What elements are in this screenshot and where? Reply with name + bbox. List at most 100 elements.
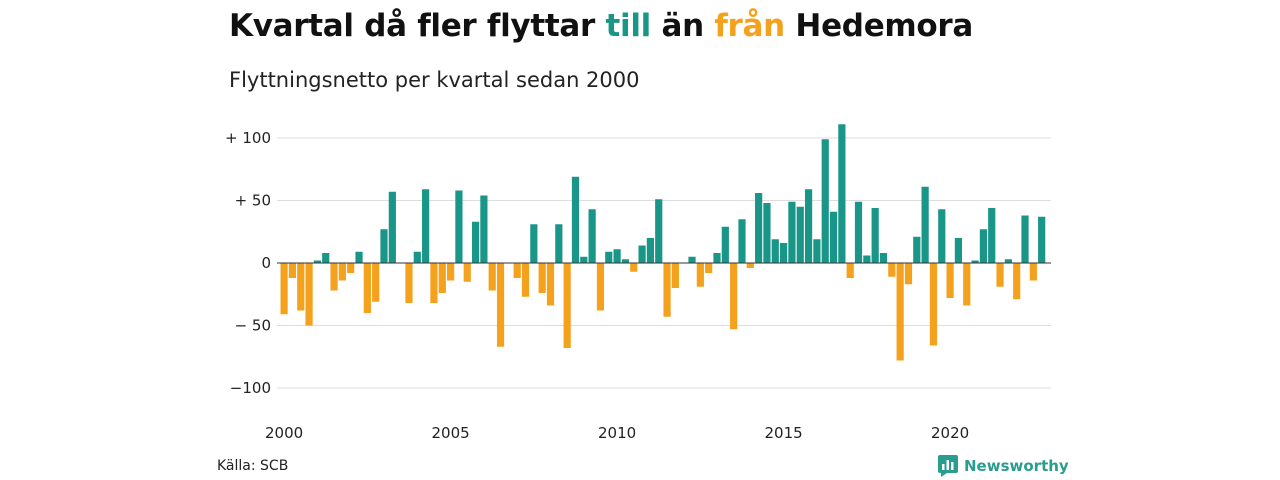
bar-negative [663,263,671,317]
bar-positive [605,251,613,263]
brand-logo[interactable]: Newsworthy [938,455,1069,477]
title-part-1: Kvartal då fler flyttar [229,8,606,44]
bar-positive [588,209,596,263]
y-tick-label: + 100 [225,129,271,147]
bar-positive [988,208,996,263]
bar-negative [563,263,571,348]
bar-negative [696,263,704,287]
bar-negative [405,263,413,303]
bar-negative [513,263,521,278]
bar-positive [813,239,821,263]
bar-positive [355,251,363,263]
bar-negative [521,263,530,297]
bar-positive [771,239,779,263]
bar-positive [863,255,871,263]
bar-negative [338,263,346,281]
bars [277,124,1051,361]
brand-name: Newsworthy [964,457,1069,475]
bar-positive [471,221,480,263]
bar-positive [1021,215,1029,263]
x-tick-label: 2010 [598,424,636,442]
bar-positive [763,203,771,263]
bar-positive [879,253,888,263]
bar-positive [804,189,813,263]
bar-negative [946,263,954,298]
title-fran-highlight: från [714,8,785,44]
bar-positive [1038,216,1046,263]
bar-positive [738,219,746,263]
bar-positive [854,201,863,263]
bar-negative [496,263,505,347]
bar-negative [288,263,297,278]
bar-negative [896,263,904,361]
bar-positive [755,193,763,263]
bar-negative [463,263,471,282]
y-tick-label: −100 [230,379,271,397]
bar-positive [571,176,580,263]
bar-negative [488,263,496,291]
bar-positive [621,259,630,263]
bar-positive [422,189,430,263]
bar-negative [929,263,938,346]
bar-positive [871,208,879,263]
bar-negative [538,263,546,293]
bar-negative [904,263,913,285]
bar-positive [413,251,421,263]
bar-negative [846,263,854,278]
bar-positive [721,226,729,263]
y-axis-labels: + 100 + 50 0 − 50 −100 [225,129,271,397]
bar-positive [821,139,829,263]
bar-positive [530,224,538,263]
bar-negative [297,263,305,311]
bar-negative [730,263,738,330]
bar-negative [330,263,338,291]
chart-subtitle: Flyttningsnetto per kvartal sedan 2000 [229,68,640,92]
bar-negative [546,263,555,306]
title-till-highlight: till [605,8,651,44]
bar-positive [971,260,979,263]
x-axis-labels: 2000 2005 2010 2015 2020 [265,424,969,442]
bar-positive [646,238,654,263]
bar-negative [596,263,605,311]
bar-negative [305,263,313,326]
chart-title: Kvartal då fler flyttar till än från Hed… [229,8,973,44]
x-tick-label: 2005 [432,424,470,442]
bar-negative [347,263,355,273]
bar-positive [380,229,388,263]
bar-negative [372,263,380,302]
bar-negative [630,263,638,272]
bar-negative [1013,263,1021,300]
bar-positive [1004,259,1012,263]
bar-negative [671,263,679,288]
bar-negative [430,263,438,303]
bar-positive [388,191,396,263]
y-tick-label: − 50 [235,317,271,335]
bar-positive [979,229,987,263]
bar-negative [705,263,713,273]
x-tick-label: 2015 [765,424,803,442]
bar-positive [954,238,963,263]
title-part-3: Hedemora [784,8,974,44]
bar-positive [913,236,921,263]
bar-negative [363,263,371,313]
bar-positive [688,256,696,263]
bar-positive [580,256,588,263]
bar-positive [655,199,663,263]
bar-positive [796,206,804,263]
source-note: Källa: SCB [217,458,289,474]
bar-negative [746,263,754,268]
x-tick-label: 2000 [265,424,303,442]
newsworthy-logo-icon [938,455,958,477]
bar-positive [780,243,788,263]
bar-positive [455,190,463,263]
bar-positive [638,245,646,263]
bar-positive [613,249,621,263]
bar-positive [788,201,796,263]
bar-positive [322,253,330,263]
bar-positive [838,124,846,263]
bar-positive [313,260,321,263]
bar-positive [713,253,721,263]
title-part-2: än [650,8,715,44]
bar-positive [555,224,563,263]
